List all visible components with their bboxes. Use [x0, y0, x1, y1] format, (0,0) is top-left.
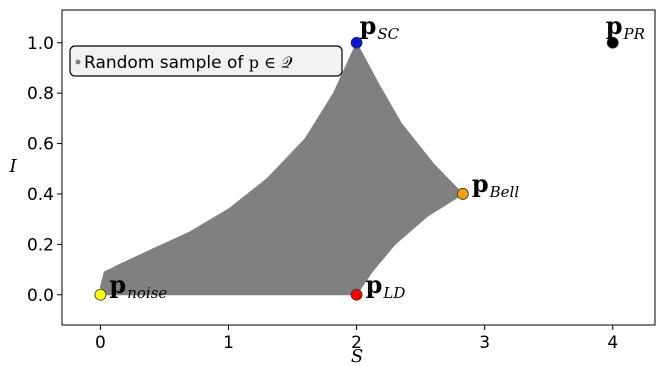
point-bell [456, 188, 469, 200]
x-tick-label: 3 [479, 333, 490, 353]
point-noise [94, 288, 107, 301]
y-axis-label: I [8, 156, 17, 177]
legend-marker [75, 59, 81, 65]
point-label-bell: pBell [472, 169, 519, 201]
legend-label: Random sample of p ∈ 𝒬 [84, 53, 293, 73]
y-tick-label: 0.2 [27, 235, 54, 255]
y-tick-label: 0.4 [27, 185, 54, 205]
sample-region-layer [99, 41, 464, 296]
x-tick-label: 4 [607, 333, 618, 353]
point-label-ld: pLD [366, 270, 406, 302]
y-tick-label: 1.0 [27, 34, 54, 54]
legend: Random sample of p ∈ 𝒬 [69, 45, 343, 77]
point-label-pr: pPR [606, 11, 645, 43]
tick-layer: 0 1 2 3 4 0.0 0.2 0.4 0.6 0.8 1.0 [27, 34, 618, 353]
legend-box [69, 45, 343, 77]
x-tick-label: 0 [95, 333, 106, 353]
point-layer: pSC pPR pBell pLD pnoise [94, 11, 645, 302]
x-tick-label: 1 [223, 333, 234, 353]
point-label-noise: pnoise [109, 270, 167, 302]
x-tick-label: 2 [351, 333, 362, 353]
y-tick-label: 0.6 [27, 135, 54, 155]
legend-label-math: p ∈ 𝒬 [249, 53, 293, 72]
point-pr [606, 36, 619, 49]
point-ld [350, 288, 363, 301]
sample-region [99, 41, 464, 296]
y-tick-label: 0.0 [27, 286, 54, 306]
point-sc [350, 36, 363, 49]
legend-label-text: Random sample of [84, 53, 249, 73]
y-tick-label: 0.8 [27, 84, 54, 104]
point-label-sc: pSC [360, 11, 400, 43]
plot-frame [61, 9, 656, 326]
x-axis-label: S [351, 346, 363, 366]
